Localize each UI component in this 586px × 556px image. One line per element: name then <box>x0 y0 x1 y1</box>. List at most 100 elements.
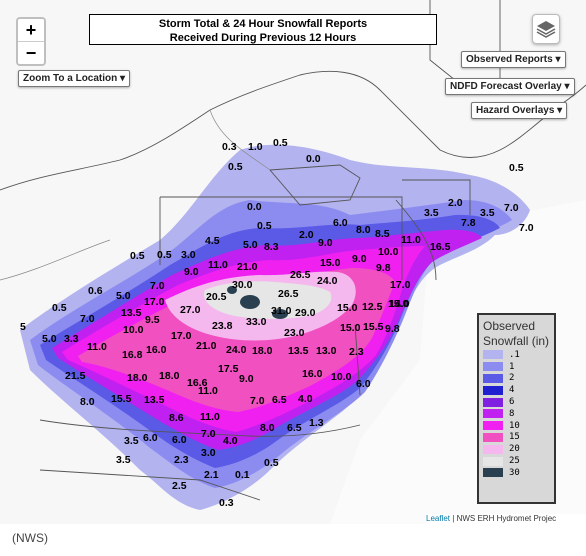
snowfall-report-label[interactable]: 23.8 <box>212 320 233 332</box>
snowfall-report-label[interactable]: 13.5 <box>121 307 142 319</box>
snowfall-report-label[interactable]: 2.3 <box>174 454 189 466</box>
snowfall-report-label[interactable]: 15.0 <box>320 257 341 269</box>
snowfall-report-label[interactable]: 5 <box>20 321 26 333</box>
snowfall-report-label[interactable]: 0.5 <box>509 162 524 174</box>
snowfall-report-label[interactable]: 1.3 <box>309 417 324 429</box>
ndfd-overlay-dropdown[interactable]: NDFD Forecast Overlay ▾ <box>445 78 575 95</box>
snowfall-report-label[interactable]: 7.0 <box>201 428 216 440</box>
snowfall-report-label[interactable]: 7.0 <box>250 395 265 407</box>
snowfall-report-label[interactable]: 5.0 <box>243 239 258 251</box>
snowfall-report-label[interactable]: 0.1 <box>235 469 250 481</box>
snowfall-report-label[interactable]: 17.0 <box>144 296 165 308</box>
snowfall-report-label[interactable]: 0.5 <box>257 220 272 232</box>
snowfall-report-label[interactable]: 26.5 <box>278 288 299 300</box>
snowfall-report-label[interactable]: 0.0 <box>306 153 321 165</box>
snowfall-report-label[interactable]: 11.0 <box>87 341 107 353</box>
snowfall-report-label[interactable]: 26.5 <box>290 269 311 281</box>
snowfall-report-label[interactable]: 7.0 <box>519 222 534 234</box>
snowfall-report-label[interactable]: 18.0 <box>252 345 273 357</box>
snowfall-report-label[interactable]: 16.0 <box>302 368 323 380</box>
snowfall-report-label[interactable]: 6.5 <box>287 422 302 434</box>
snowfall-report-label[interactable]: 11.0 <box>401 234 421 246</box>
snowfall-report-label[interactable]: 13.5 <box>288 345 309 357</box>
snowfall-report-label[interactable]: 8.3 <box>264 241 279 253</box>
snowfall-report-label[interactable]: 0.0 <box>247 201 262 213</box>
snowfall-report-label[interactable]: 3.5 <box>116 454 131 466</box>
snowfall-report-label[interactable]: 0.3 <box>219 497 234 509</box>
snowfall-report-label[interactable]: 20.5 <box>206 291 227 303</box>
snowfall-report-label[interactable]: 3.5 <box>424 207 439 219</box>
snowfall-report-label[interactable]: 9.0 <box>318 237 333 249</box>
snowfall-report-label[interactable]: 6.0 <box>333 217 348 229</box>
snowfall-report-label[interactable]: 16.6 <box>187 377 208 389</box>
snowfall-report-label[interactable]: 27.0 <box>180 304 201 316</box>
leaflet-link[interactable]: Leaflet <box>426 514 451 523</box>
snowfall-report-label[interactable]: 15.0 <box>337 302 358 314</box>
snowfall-report-label[interactable]: 0.5 <box>273 137 288 149</box>
snowfall-report-label[interactable]: 11.0 <box>208 259 228 271</box>
snowfall-report-label[interactable]: 3.0 <box>181 249 196 261</box>
snowfall-report-label[interactable]: 12.5 <box>362 301 383 313</box>
snowfall-report-label[interactable]: 8.0 <box>80 396 95 408</box>
snowfall-report-label[interactable]: 9.5 <box>145 314 160 326</box>
snowfall-report-label[interactable]: 17.5 <box>218 363 239 375</box>
snowfall-report-label[interactable]: 4.0 <box>223 435 238 447</box>
snowfall-report-label[interactable]: 10.0 <box>331 371 352 383</box>
snowfall-report-label[interactable]: 21.5 <box>65 370 86 382</box>
snowfall-report-label[interactable]: 18.0 <box>159 370 180 382</box>
snowfall-report-label[interactable]: 9.0 <box>239 373 254 385</box>
snowfall-report-label[interactable]: 15.0 <box>388 298 409 310</box>
snowfall-report-label[interactable]: 13.0 <box>316 345 337 357</box>
snowfall-report-label[interactable]: 24.0 <box>317 275 338 287</box>
snowfall-report-label[interactable]: 10.0 <box>378 246 399 258</box>
snowfall-report-label[interactable]: 2.1 <box>204 469 219 481</box>
snowfall-report-label[interactable]: 4.0 <box>298 393 313 405</box>
layers-toggle-button[interactable] <box>532 14 560 44</box>
snowfall-report-label[interactable]: 7.0 <box>150 280 165 292</box>
snowfall-report-label[interactable]: 8.5 <box>375 228 390 240</box>
snowfall-report-label[interactable]: 8.6 <box>169 412 184 424</box>
snowfall-report-label[interactable]: 5.0 <box>42 333 57 345</box>
snowfall-report-label[interactable]: 11.0 <box>200 411 220 423</box>
snowfall-report-label[interactable]: 2.3 <box>349 346 364 358</box>
snowfall-report-label[interactable]: 0.3 <box>222 141 237 153</box>
snowfall-report-label[interactable]: 11.0 <box>198 385 218 397</box>
snowfall-report-label[interactable]: 3.0 <box>201 447 216 459</box>
snowfall-report-label[interactable]: 2.5 <box>172 480 187 492</box>
snowfall-report-label[interactable]: 10.0 <box>123 324 144 336</box>
hazard-overlays-dropdown[interactable]: Hazard Overlays ▾ <box>471 102 568 119</box>
zoom-in-button[interactable]: + <box>18 19 44 41</box>
snowfall-report-label[interactable]: 21.0 <box>196 340 217 352</box>
snowfall-report-label[interactable]: 8.0 <box>260 422 275 434</box>
zoom-to-location-dropdown[interactable]: Zoom To a Location ▾ <box>18 70 131 87</box>
snowfall-report-label[interactable]: 7.0 <box>504 202 519 214</box>
snowfall-report-label[interactable]: 15.5 <box>363 321 384 333</box>
snowfall-report-label[interactable]: 2.0 <box>299 229 314 241</box>
snowfall-report-label[interactable]: 7.0 <box>80 313 95 325</box>
zoom-out-button[interactable]: − <box>18 41 44 64</box>
snowfall-report-label[interactable]: 13.5 <box>144 394 165 406</box>
snowfall-report-label[interactable]: 17.0 <box>390 279 411 291</box>
snowfall-report-label[interactable]: 3.3 <box>64 333 79 345</box>
snowfall-report-label[interactable]: 1.0 <box>248 141 263 153</box>
snowfall-report-label[interactable]: 2.0 <box>448 197 463 209</box>
snowfall-report-label[interactable]: 0.6 <box>88 285 103 297</box>
snowfall-report-label[interactable]: 6.0 <box>356 378 371 390</box>
snowfall-report-label[interactable]: 9.8 <box>385 323 400 335</box>
snowfall-report-label[interactable]: 3.5 <box>124 435 139 447</box>
snowfall-report-label[interactable]: 6.0 <box>172 434 187 446</box>
snowfall-report-label[interactable]: 5.0 <box>116 290 131 302</box>
snowfall-report-label[interactable]: 0.5 <box>157 249 172 261</box>
snowfall-report-label[interactable]: 6.0 <box>143 432 158 444</box>
snowfall-report-label[interactable]: 29.0 <box>295 307 316 319</box>
snowfall-report-label[interactable]: 21.0 <box>237 261 258 273</box>
snowfall-report-label[interactable]: 16.5 <box>430 241 451 253</box>
snowfall-report-label[interactable]: 15.0 <box>340 322 361 334</box>
snowfall-report-label[interactable]: 16.0 <box>146 344 167 356</box>
snowfall-report-label[interactable]: 17.0 <box>171 330 192 342</box>
snowfall-report-label[interactable]: 24.0 <box>226 344 247 356</box>
snowfall-report-label[interactable]: 33.0 <box>246 316 267 328</box>
snowfall-report-label[interactable]: 3.5 <box>480 207 495 219</box>
snowfall-report-label[interactable]: 4.5 <box>205 235 220 247</box>
snowfall-report-label[interactable]: 30.0 <box>232 279 253 291</box>
